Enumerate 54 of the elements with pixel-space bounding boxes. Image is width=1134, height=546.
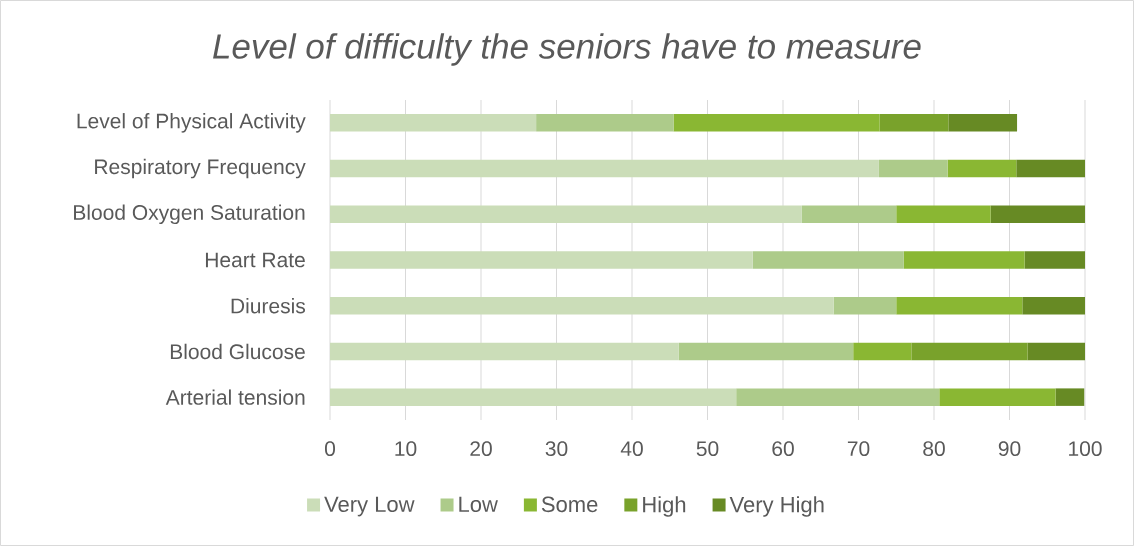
bar — [330, 388, 737, 406]
bar — [947, 159, 1017, 178]
bar — [330, 114, 537, 132]
x-tick-label: 60 — [772, 441, 794, 457]
bar — [853, 342, 912, 361]
x-tick-label: 20 — [470, 441, 492, 457]
bar — [878, 159, 948, 178]
bar — [330, 296, 834, 315]
bar — [330, 251, 753, 269]
bar — [1016, 159, 1086, 178]
bar — [1022, 296, 1086, 315]
bar — [911, 342, 1028, 361]
x-tick-label: 0 — [324, 441, 336, 457]
chart-title: Level of difficulty the seniors have to measure — [213, 33, 921, 66]
y-tick-label: Level of Physical Activity — [77, 113, 306, 133]
x-tick-label: 10 — [395, 441, 417, 457]
x-tick-label: 40 — [620, 441, 643, 457]
y-tick-label: Respiratory Frequency — [95, 158, 306, 179]
x-tick-label: 100 — [1069, 441, 1102, 457]
x-tick-label: 70 — [847, 441, 870, 457]
bar — [1055, 388, 1085, 406]
bar — [833, 296, 897, 315]
x-tick-label: 30 — [545, 441, 568, 457]
bar — [896, 205, 991, 224]
x-tick-label: 90 — [998, 441, 1021, 457]
bar — [536, 114, 674, 132]
x-tick-label: 80 — [923, 441, 945, 457]
y-tick-label: Diuresis — [231, 298, 306, 314]
bar — [736, 388, 940, 406]
bar — [1027, 342, 1086, 361]
bar — [678, 342, 854, 361]
bar — [879, 114, 949, 132]
bar — [801, 205, 897, 224]
legend-label: Very High — [729, 496, 824, 517]
y-tick-label: Arterial tension — [165, 389, 305, 405]
bar — [990, 205, 1086, 224]
bar — [330, 342, 679, 361]
bar — [939, 388, 1056, 406]
bar — [752, 251, 904, 269]
legend-label: Very Low — [324, 496, 415, 517]
bar — [948, 114, 1018, 132]
bar — [330, 159, 879, 178]
legend-label: Low — [459, 496, 498, 513]
x-tick-label: 50 — [696, 441, 719, 457]
legend-label: High — [643, 496, 686, 517]
bar — [896, 296, 1023, 315]
y-tick-label: Heart Rate — [205, 252, 305, 268]
bar — [1024, 251, 1086, 269]
y-tick-label: Blood Oxygen Saturation — [74, 204, 305, 225]
bar — [903, 251, 1025, 269]
legend-label: Some — [541, 496, 598, 513]
bar — [673, 114, 880, 132]
bar — [330, 205, 802, 224]
y-tick-label: Blood Glucose — [170, 343, 305, 360]
